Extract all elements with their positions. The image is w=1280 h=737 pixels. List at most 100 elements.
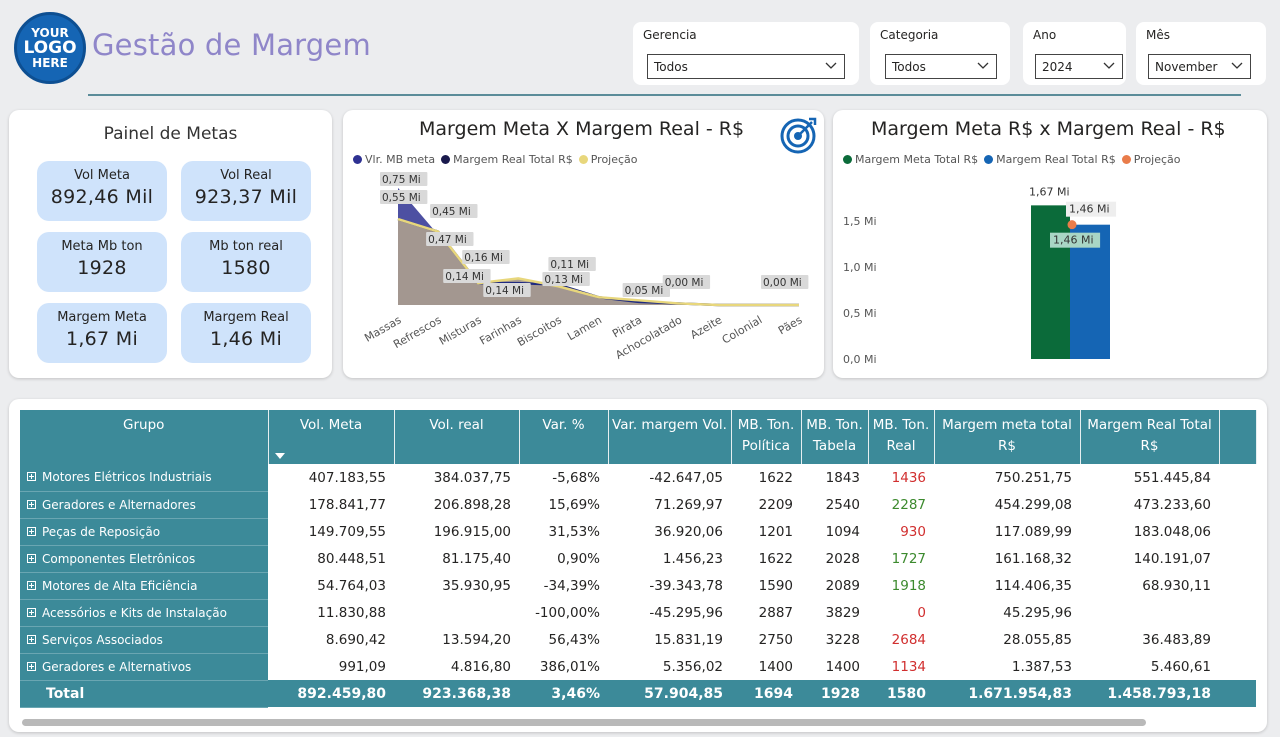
expand-plus-icon[interactable]: [27, 661, 36, 671]
slicer-mes: Mês November: [1136, 22, 1266, 85]
expand-plus-icon[interactable]: [27, 472, 36, 482]
table-row[interactable]: Componentes Eletrônicos 80.448,51 81.175,4…: [20, 545, 1256, 573]
legend-item[interactable]: Vlr. MB meta: [353, 153, 435, 166]
table-cell: 11.830,88: [317, 604, 386, 621]
legend-item[interactable]: Margem Meta Total R$: [843, 153, 978, 166]
group-label: Peças de Reposição: [42, 524, 161, 539]
expand-plus-icon[interactable]: [27, 526, 36, 536]
row-group-cell[interactable]: Geradores e Alternadores: [20, 491, 268, 519]
column-header[interactable]: MB. Ton. Tabela: [801, 410, 869, 464]
chevron-down-icon: [1231, 62, 1243, 69]
column-header[interactable]: Margem meta total R$: [934, 410, 1081, 464]
table-cell: 117.089,99: [994, 523, 1072, 540]
data-label: 0,14 Mi: [485, 285, 524, 297]
slicer-label: Gerencia: [643, 28, 697, 42]
column-header[interactable]: Margem Real Total R$: [1080, 410, 1220, 464]
table-cell: 3829: [825, 604, 860, 621]
table-cell: 31,53%: [548, 523, 600, 540]
legend-swatch: [441, 155, 451, 164]
table-cell: 36.920,06: [654, 523, 723, 540]
area-chart-plot[interactable]: 0,75 Mi 0,55 Mi 0,45 Mi 0,47 Mi 0,16 Mi 0,14 …: [343, 110, 824, 378]
legend-item[interactable]: Margem Real Total R$: [984, 153, 1116, 166]
table-cell: 2209: [758, 496, 793, 513]
data-label-bg: [542, 272, 590, 286]
legend-item[interactable]: Margem Real Total R$: [441, 153, 573, 166]
data-label-bg: [443, 269, 491, 283]
column-header[interactable]: MB. Ton. Política: [731, 410, 802, 464]
table-cell: -42.647,05: [649, 469, 723, 486]
table-row[interactable]: Acessórios e Kits de Instalação 11.830,88…: [20, 599, 1256, 627]
table-cell: 2287: [891, 496, 926, 513]
mes-dropdown[interactable]: November: [1148, 54, 1251, 79]
data-label-bg: [622, 283, 670, 297]
expand-plus-icon[interactable]: [27, 634, 36, 644]
expand-plus-icon[interactable]: [27, 553, 36, 563]
categoria-dropdown[interactable]: Todos: [885, 54, 997, 79]
table-cell: 35.930,95: [442, 577, 511, 594]
slicer-gerencia: Gerencia Todos: [633, 22, 859, 85]
kpi-vol-real: Vol Real 923,37 Mil: [181, 161, 311, 221]
kpi-value: 1,46 Mi: [209, 328, 283, 350]
table-row[interactable]: Geradores e Alternadores 178.841,77 206.89…: [20, 491, 1256, 519]
filler-cell: [1219, 545, 1256, 572]
data-label: 0,45 Mi: [432, 206, 471, 218]
table-row[interactable]: Geradores e Alternativos 991,09 4.816,80 38…: [20, 653, 1256, 681]
group-label: Motores Elétricos Industriais: [42, 470, 212, 485]
table-cell: 2089: [825, 577, 860, 594]
table-row[interactable]: Serviços Associados 8.690,42 13.594,20 56,4…: [20, 626, 1256, 654]
column-header[interactable]: Grupo: [20, 410, 269, 464]
table-row[interactable]: Peças de Reposição 149.709,55 196.915,00 31…: [20, 518, 1256, 546]
table-cell: 81.175,40: [442, 550, 511, 567]
column-header[interactable]: Vol. real: [394, 410, 520, 464]
slicer-label: Mês: [1146, 28, 1170, 42]
expand-plus-icon[interactable]: [27, 499, 36, 509]
legend-label: Vlr. MB meta: [365, 153, 436, 166]
total-cell: 892.459,80: [268, 680, 394, 707]
kpi-label: Margem Real: [203, 310, 289, 325]
legend-item[interactable]: Projeção: [578, 153, 638, 166]
gerencia-dropdown[interactable]: Todos: [647, 54, 845, 79]
table-cell: 36.483,89: [1142, 631, 1211, 648]
data-label-bg: [548, 257, 596, 271]
table-cell: 991,09: [338, 658, 386, 675]
row-group-cell[interactable]: Peças de Reposição: [20, 518, 268, 546]
table-cell: 13.594,20: [442, 631, 511, 648]
row-group-cell[interactable]: Motores de Alta Eficiência: [20, 572, 268, 600]
chevron-down-icon: [825, 62, 837, 69]
table-cell: [394, 599, 519, 626]
data-label-bg: [426, 232, 474, 246]
column-header[interactable]: MB. Ton. Real: [868, 410, 935, 464]
table-cell: 28.055,85: [1003, 631, 1072, 648]
row-group-cell[interactable]: Acessórios e Kits de Instalação: [20, 599, 268, 627]
table-cell: 1.387,53: [1011, 658, 1072, 675]
row-group-cell[interactable]: Geradores e Alternativos: [20, 653, 268, 681]
header-divider: [88, 94, 1241, 96]
column-header[interactable]: Var. margem Vol.: [608, 410, 732, 464]
x-tick-label: Biscoitos: [515, 313, 564, 349]
table-cell: 1400: [825, 658, 860, 675]
table-row[interactable]: Motores Elétricos Industriais 407.183,55 3…: [20, 464, 1256, 492]
column-header[interactable]: Vol. Meta: [268, 410, 395, 464]
expand-plus-icon[interactable]: [27, 580, 36, 590]
row-group-cell[interactable]: Componentes Eletrônicos: [20, 545, 268, 573]
legend-label: Margem Real Total R$: [996, 153, 1116, 166]
expand-plus-icon[interactable]: [27, 607, 36, 617]
kpi-value: 1928: [77, 257, 127, 279]
sort-descending-icon[interactable]: [275, 453, 285, 459]
row-group-cell[interactable]: Motores Elétricos Industriais: [20, 464, 268, 492]
row-group-cell[interactable]: Serviços Associados: [20, 626, 268, 654]
table-cell: 80.448,51: [317, 550, 386, 567]
table-row[interactable]: Motores de Alta Eficiência 54.764,03 35.93…: [20, 572, 1256, 600]
data-label-bg: [380, 190, 428, 204]
horizontal-scrollbar[interactable]: [22, 719, 1146, 726]
filler-cell: [1219, 518, 1256, 545]
grupo-table: Grupo Vol. Meta Vol. real Var. % Var. ma…: [20, 410, 1257, 708]
series-area-projecao: [398, 219, 799, 305]
table-cell: 1727: [891, 550, 926, 567]
ano-dropdown[interactable]: 2024: [1035, 54, 1123, 79]
kpi-value: 923,37 Mil: [194, 186, 298, 208]
bar-chart-plot[interactable]: 0,0 Mi 0,5 Mi 1,0 Mi 1,5 Mi 1,67 Mi 1,46 Mi 1,…: [833, 110, 1267, 378]
legend-item[interactable]: Projeção: [1121, 153, 1181, 166]
bar-margem-meta: [1031, 205, 1070, 359]
column-header[interactable]: Var. %: [519, 410, 609, 464]
